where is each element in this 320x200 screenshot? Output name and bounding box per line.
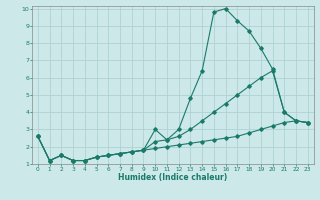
X-axis label: Humidex (Indice chaleur): Humidex (Indice chaleur) — [118, 173, 228, 182]
